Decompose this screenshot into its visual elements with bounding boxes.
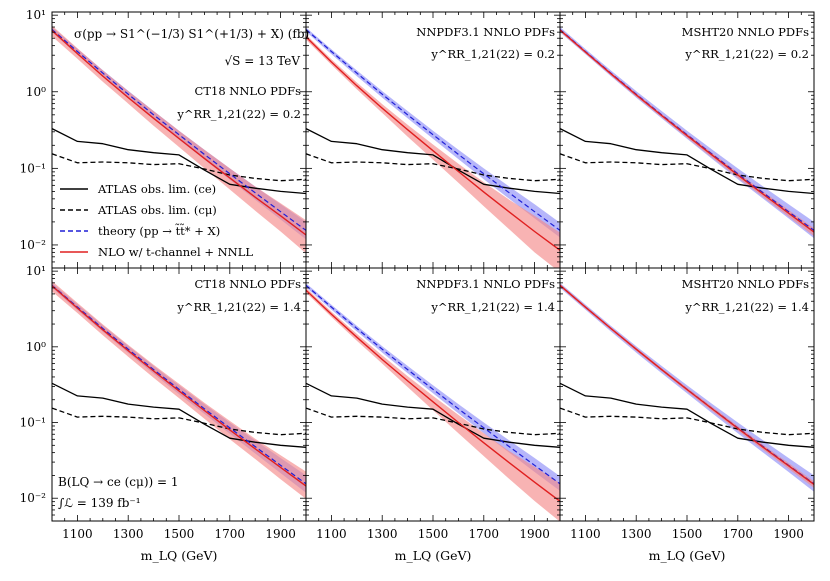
panel-4-nlo-line [52, 285, 306, 487]
panel-3-plot-area [560, 27, 814, 239]
panel-4-obs-ce-line [52, 382, 306, 448]
x-axis-titles: m_LQ (GeV) m_LQ (GeV) m_LQ (GeV) [141, 548, 726, 563]
panel-1-nlo-band [52, 25, 306, 254]
panel-2-nlo-line [306, 36, 560, 251]
panel-4-obs-cmu-line [52, 407, 306, 436]
panel-4-coupling-label: y^RR_1,21(22) = 1.4 [176, 300, 301, 314]
legend-label-obs-ce: ATLAS obs. lim. (ce) [97, 182, 216, 196]
panel-5-x-tick-label: 1100 [316, 527, 347, 541]
panel-4-pdf-label: CT18 NNLO PDFs [195, 277, 302, 291]
luminosity-label: ∫ℒ = 139 fb⁻¹ [58, 496, 141, 510]
panel-5-coupling-label: y^RR_1,21(22) = 1.4 [430, 300, 555, 314]
panel-4-y-tick-label: 10¹ [26, 264, 46, 278]
panel-4-x-tick-label: 1300 [113, 527, 144, 541]
panel-3-coupling-label: y^RR_1,21(22) = 0.2 [684, 47, 809, 61]
panel-5-x-tick-label: 1300 [367, 527, 398, 541]
panel-3-obs-ce-line [560, 128, 814, 195]
panel-3-nlo-line [560, 29, 814, 233]
panel-1-y-tick-label: 10¹ [26, 8, 46, 22]
panel-4-plot-area [52, 281, 306, 499]
panel-6-theory-band [560, 282, 814, 492]
legend-label-theory: theory (pp → t̃t̃* + X) [98, 224, 220, 238]
panel-6-x-tick-label: 1700 [723, 527, 754, 541]
panel-2-coupling-label: y^RR_1,21(22) = 0.2 [430, 47, 555, 61]
panel-4-x-tick-label: 1900 [265, 527, 296, 541]
panel-4-x-tick-label: 1100 [62, 527, 93, 541]
panel-1-obs-ce-line [52, 128, 306, 195]
panel-6-x-tick-label: 1900 [773, 527, 804, 541]
panel-2-obs-ce-line [306, 128, 560, 195]
panel-5-obs-cmu-line [306, 407, 560, 436]
x-axis-title-3: m_LQ (GeV) [649, 548, 726, 563]
panel-3-theory-line [560, 29, 814, 231]
legend-label-nlo: NLO w/ t-channel + NNLL [98, 245, 253, 259]
panel-5-x-tick-label: 1900 [519, 527, 550, 541]
panel-1-plot-area [52, 25, 306, 254]
panel-1-y-tick-label: 10⁻¹ [20, 161, 46, 175]
panel-5-nlo-band [306, 287, 560, 521]
panel-6-nlo-line [560, 284, 814, 485]
panel-3-pdf-label: MSHT20 NNLO PDFs [682, 25, 809, 39]
panel-4-y-tick-label: 10⁰ [26, 340, 46, 354]
panel-4-y-tick-label: 10⁻² [20, 491, 47, 505]
energy-label: √S = 13 TeV [225, 54, 301, 68]
x-axis-title-1: m_LQ (GeV) [141, 548, 218, 563]
panel-4-x-tick-label: 1500 [164, 527, 195, 541]
panel-2-nlo-band [306, 34, 560, 268]
panel-6-obs-cmu-line [560, 407, 814, 436]
legend: ATLAS obs. lim. (ce) ATLAS obs. lim. (cμ… [60, 182, 253, 259]
panel-1-nlo-line [52, 29, 306, 236]
panel-6-x-tick-label: 1300 [621, 527, 652, 541]
panels: 10⁻² 10⁻¹ 10⁰ 10¹ 1100 1300 1500 1700 1900 10⁻² 10… [20, 8, 815, 541]
panel-2-theory-line [306, 29, 560, 231]
panel-5-nlo-line [306, 289, 560, 502]
panel-1-obs-cmu-line [52, 153, 306, 182]
panel-2-theory-band [306, 27, 560, 238]
panel-2 [305, 11, 561, 269]
legend-label-obs-cmu: ATLAS obs. lim. (cμ) [97, 203, 217, 217]
panel-3-obs-cmu-line [560, 153, 814, 182]
panel-5-theory-line [306, 284, 560, 485]
panel-1-y-tick-label: 10⁰ [26, 85, 46, 99]
x-axis-title-2: m_LQ (GeV) [395, 548, 472, 563]
panel-1-pdf-label: CT18 NNLO PDFs [195, 84, 302, 98]
panel-6: 1100 1300 1500 1700 1900 [559, 267, 815, 541]
panel-4-x-tick-label: 1700 [215, 527, 246, 541]
panel-5-x-tick-label: 1700 [469, 527, 500, 541]
panel-2-pdf-label: NNPDF3.1 NNLO PDFs [416, 25, 555, 39]
panel-5-pdf-label: NNPDF3.1 NNLO PDFs [416, 277, 555, 291]
panel-5-plot-area [306, 283, 560, 521]
panel-1-y-tick-label: 10⁻² [20, 238, 47, 252]
panel-4-y-tick-label: 10⁻¹ [20, 416, 46, 430]
panel-5: 1100 1300 1500 1700 1900 [305, 267, 561, 541]
annotations: σ(pp → S1^(−1/3) S1^(+1/3) + X) (fb) √S … [58, 27, 309, 510]
panel-4-theory-line [52, 284, 306, 485]
panel-5-x-tick-label: 1500 [418, 527, 449, 541]
panel-6-plot-area [560, 282, 814, 492]
panel-5-theory-band [306, 283, 560, 491]
panel-2-obs-cmu-line [306, 153, 560, 182]
panel-labels: CT18 NNLO PDFs y^RR_1,21(22) = 0.2 NNPDF… [176, 25, 809, 314]
cross-section-title: σ(pp → S1^(−1/3) S1^(+1/3) + X) (fb) [74, 27, 309, 41]
panel-6-pdf-label: MSHT20 NNLO PDFs [682, 277, 809, 291]
branching-ratio-label: B(LQ → ce (cμ)) = 1 [58, 475, 179, 489]
panel-5-obs-ce-line [306, 382, 560, 448]
panel-6-x-tick-label: 1100 [570, 527, 601, 541]
panel-1-theory-line [52, 29, 306, 231]
panel-2-plot-area [306, 27, 560, 268]
panel-6-coupling-label: y^RR_1,21(22) = 1.4 [684, 300, 809, 314]
panel-1-coupling-label: y^RR_1,21(22) = 0.2 [176, 107, 301, 121]
panel-6-x-tick-label: 1500 [672, 527, 703, 541]
panel-6-obs-ce-line [560, 382, 814, 448]
